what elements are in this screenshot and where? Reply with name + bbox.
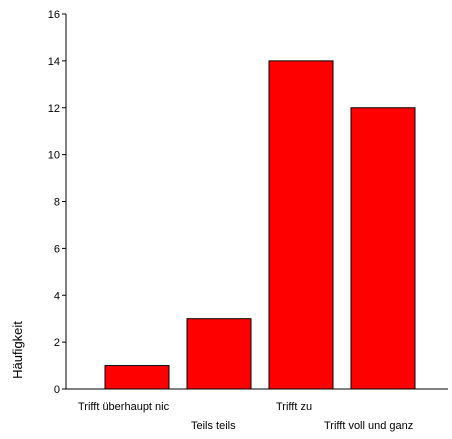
y-tick-label: 2 (54, 337, 60, 349)
x-category-label: Trifft überhaupt nic (78, 401, 170, 413)
x-category-label: Trifft zu (276, 401, 312, 413)
bar-1 (186, 318, 252, 390)
x-category-label: Teils teils (191, 420, 236, 432)
y-tick-label: 16 (48, 9, 60, 21)
bar-0 (104, 365, 170, 390)
bar-3 (350, 107, 416, 390)
y-tick-label: 8 (54, 197, 60, 209)
y-axis-title: Häufigkeit (10, 321, 25, 379)
y-tick-label: 6 (54, 243, 60, 255)
y-tick-label: 10 (48, 150, 60, 162)
y-ticks-group: 0 2 4 6 8 10 12 14 16 (48, 9, 66, 396)
bars-group (104, 60, 416, 390)
x-category-label: Trifft voll und ganz (324, 420, 413, 432)
x-labels-group: Trifft überhaupt nic Teils teils Trifft zu… (78, 401, 413, 432)
y-tick-label: 14 (48, 56, 60, 68)
y-tick-label: 0 (54, 384, 60, 396)
y-tick-label: 4 (54, 290, 60, 302)
bar-2 (268, 60, 334, 390)
y-tick-label: 12 (48, 103, 60, 115)
